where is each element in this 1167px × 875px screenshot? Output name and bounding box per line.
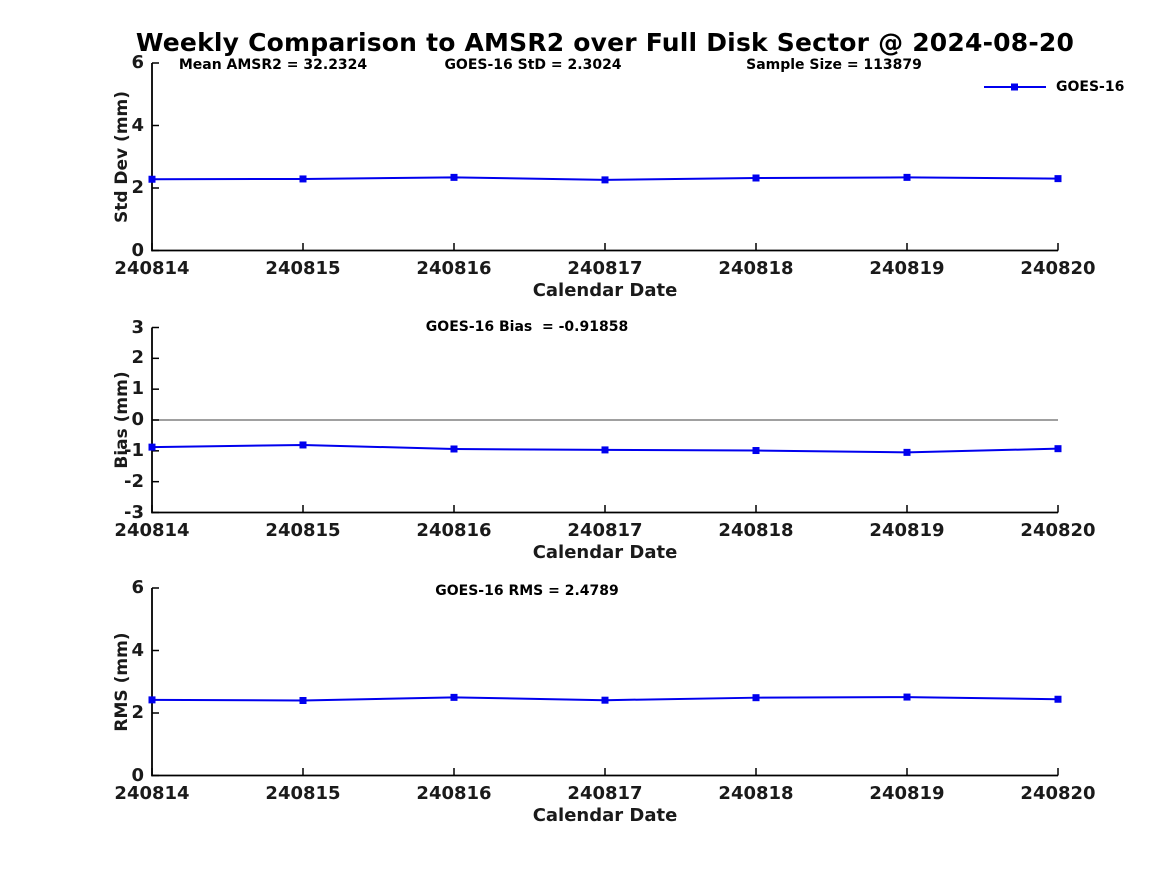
data-point-marker	[601, 696, 609, 704]
y-tick-label: 2	[131, 177, 144, 198]
x-tick-label: 240819	[869, 519, 945, 541]
y-tick-label: 4	[131, 639, 144, 661]
x-tick-label: 240818	[718, 782, 794, 804]
annotation-goes16-rms: GOES-16 RMS = 2.4789	[435, 583, 619, 599]
x-tick-label: 240820	[1020, 519, 1096, 541]
annotation-sample-size: Sample Size = 113879	[746, 57, 922, 73]
y-tick-label: 0	[131, 409, 144, 430]
legend-marker-icon	[984, 83, 1046, 91]
x-axis-label-3: Calendar Date	[532, 805, 678, 826]
data-point-marker	[903, 448, 911, 456]
x-axis-label-2: Calendar Date	[532, 542, 678, 563]
y-tick-label: 4	[131, 114, 144, 136]
x-tick-label: 240817	[567, 257, 643, 279]
data-point-marker	[299, 175, 307, 183]
data-point-marker	[1054, 695, 1062, 703]
data-point-marker	[601, 176, 609, 184]
y-tick-label: 2	[131, 347, 144, 369]
x-tick-label: 240816	[416, 782, 492, 804]
x-tick-label: 240820	[1020, 782, 1096, 804]
x-axis-label-1: Calendar Date	[532, 280, 678, 301]
data-point-marker	[299, 697, 307, 704]
legend-label: GOES-16	[1056, 79, 1125, 95]
x-tick-label: 240817	[567, 519, 643, 541]
x-tick-label: 240818	[718, 257, 794, 279]
data-point-marker	[450, 445, 458, 453]
legend: GOES-16	[983, 79, 1124, 95]
annotation-goes16-bias: GOES-16 Bias = -0.91858	[425, 319, 629, 335]
x-tick-label: 240816	[416, 519, 492, 541]
y-axis-label-std-dev: Std Dev (mm)	[112, 90, 132, 224]
x-tick-label: 240814	[114, 519, 190, 541]
chart-title: Weekly Comparison to AMSR2 over Full Dis…	[135, 28, 1075, 57]
x-tick-label: 240819	[869, 257, 945, 279]
y-tick-label: -3	[124, 501, 144, 523]
data-point-marker	[299, 441, 307, 449]
data-point-marker	[148, 175, 156, 183]
x-tick-label: 240818	[718, 519, 794, 541]
y-tick-label: 0	[131, 239, 144, 261]
y-tick-label: 0	[131, 764, 144, 786]
x-tick-label: 240819	[869, 782, 945, 804]
x-tick-label: 240820	[1020, 257, 1096, 279]
x-tick-label: 240816	[416, 257, 492, 279]
y-tick-label: 3	[131, 316, 144, 338]
y-tick-label: 2	[131, 702, 144, 723]
y-tick-label: 6	[131, 52, 144, 73]
data-point-marker	[148, 443, 156, 451]
x-tick-label: 240815	[265, 519, 341, 541]
y-tick-label: 6	[131, 577, 144, 598]
x-tick-label: 240814	[114, 782, 190, 804]
data-point-marker	[450, 693, 458, 701]
data-point-marker	[450, 173, 458, 181]
x-tick-label: 240814	[114, 257, 190, 279]
data-point-marker	[1054, 175, 1062, 183]
data-point-marker	[752, 694, 760, 702]
data-point-marker	[1054, 445, 1062, 453]
x-tick-label: 240815	[265, 782, 341, 804]
data-point-marker	[903, 693, 911, 701]
data-point-marker	[752, 447, 760, 455]
data-point-marker	[601, 446, 609, 454]
data-point-marker	[148, 696, 156, 704]
y-tick-label: -2	[124, 470, 144, 492]
annotation-mean-amsr2: Mean AMSR2 = 32.2324	[178, 57, 368, 73]
data-point-marker	[903, 173, 911, 181]
x-tick-label: 240815	[265, 257, 341, 279]
data-point-marker	[752, 174, 760, 182]
annotation-goes16-std: GOES-16 StD = 2.3024	[444, 57, 622, 73]
x-tick-label: 240817	[567, 782, 643, 804]
y-tick-label: 1	[131, 378, 144, 400]
y-tick-label: -1	[124, 439, 144, 461]
